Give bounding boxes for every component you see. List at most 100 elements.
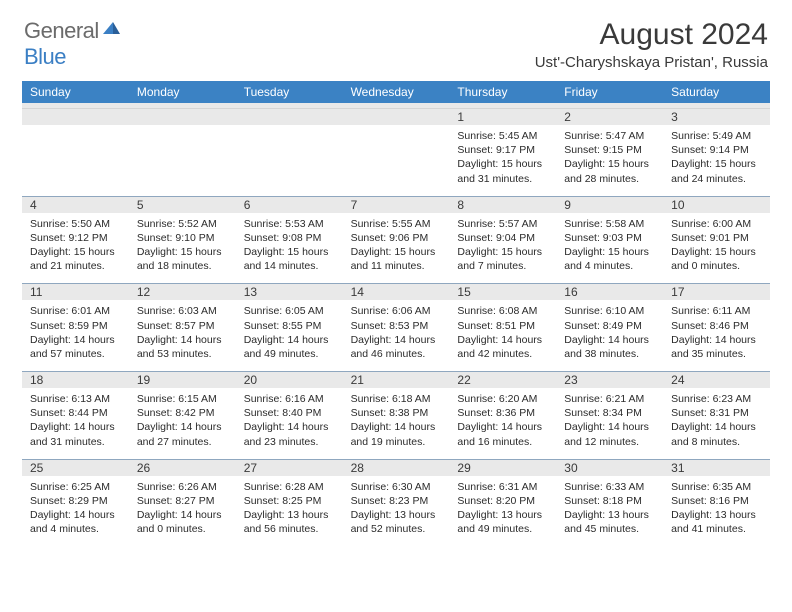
day-detail-line: and 45 minutes. [564, 522, 657, 536]
day-number-band: 11 [22, 283, 129, 300]
day-detail-line: Daylight: 15 hours [671, 245, 764, 259]
day-cell: 2 Sunrise: 5:47 AMSunset: 9:15 PMDaylight… [556, 109, 663, 196]
day-detail-line: Daylight: 13 hours [351, 508, 444, 522]
week-row: 18Sunrise: 6:13 AMSunset: 8:44 PMDayligh… [22, 371, 770, 459]
day-number-band [343, 109, 450, 125]
day-detail-line: and 0 minutes. [137, 522, 230, 536]
day-detail-line: Sunset: 8:59 PM [30, 319, 123, 333]
day-number: 15 [449, 285, 470, 299]
day-number-band: 15 [449, 283, 556, 300]
day-number: 1 [449, 110, 464, 124]
day-details: Sunrise: 6:18 AMSunset: 8:38 PMDaylight:… [351, 392, 444, 449]
day-number-band: 3 [663, 109, 770, 125]
day-detail-line: Sunrise: 5:55 AM [351, 217, 444, 231]
day-details: Sunrise: 5:50 AMSunset: 9:12 PMDaylight:… [30, 217, 123, 274]
day-details: Sunrise: 5:57 AMSunset: 9:04 PMDaylight:… [457, 217, 550, 274]
day-number-band: 18 [22, 371, 129, 388]
day-detail-line: Sunset: 8:46 PM [671, 319, 764, 333]
day-detail-line: Sunrise: 5:45 AM [457, 129, 550, 143]
day-detail-line: Daylight: 13 hours [244, 508, 337, 522]
day-detail-line: Sunrise: 6:30 AM [351, 480, 444, 494]
day-cell: 3Sunrise: 5:49 AMSunset: 9:14 PMDaylight… [663, 109, 770, 196]
day-detail-line: Sunrise: 5:58 AM [564, 217, 657, 231]
day-cell: 1Sunrise: 5:45 AMSunset: 9:17 PMDaylight… [449, 109, 556, 196]
day-detail-line: Sunset: 8:55 PM [244, 319, 337, 333]
day-details: Sunrise: 6:16 AMSunset: 8:40 PMDaylight:… [244, 392, 337, 449]
month-title: August 2024 [535, 18, 768, 52]
day-header: Saturday [663, 81, 770, 103]
logo-text: General Blue [24, 18, 121, 70]
day-detail-line: Sunset: 8:31 PM [671, 406, 764, 420]
day-detail-line: and 49 minutes. [244, 347, 337, 361]
day-detail-line: and 23 minutes. [244, 435, 337, 449]
day-details: Sunrise: 6:10 AMSunset: 8:49 PMDaylight:… [564, 304, 657, 361]
day-detail-line: Sunrise: 6:03 AM [137, 304, 230, 318]
day-cell: 5Sunrise: 5:52 AMSunset: 9:10 PMDaylight… [129, 196, 236, 284]
day-detail-line: and 21 minutes. [30, 259, 123, 273]
day-detail-line: Daylight: 14 hours [137, 508, 230, 522]
day-detail-line: and 52 minutes. [351, 522, 444, 536]
day-detail-line: Daylight: 14 hours [671, 333, 764, 347]
day-details: Sunrise: 5:52 AMSunset: 9:10 PMDaylight:… [137, 217, 230, 274]
day-number-band: 28 [343, 459, 450, 476]
day-number: 29 [449, 461, 470, 475]
day-number: 27 [236, 461, 257, 475]
day-number: 26 [129, 461, 150, 475]
day-details: Sunrise: 6:01 AMSunset: 8:59 PMDaylight:… [30, 304, 123, 361]
day-number: 8 [449, 198, 464, 212]
day-number: 28 [343, 461, 364, 475]
day-number-band: 10 [663, 196, 770, 213]
day-cell: 18Sunrise: 6:13 AMSunset: 8:44 PMDayligh… [22, 371, 129, 459]
day-detail-line: Sunrise: 6:13 AM [30, 392, 123, 406]
day-cell: 30Sunrise: 6:33 AMSunset: 8:18 PMDayligh… [556, 459, 663, 547]
day-number-band: 4 [22, 196, 129, 213]
day-number: 9 [556, 198, 571, 212]
day-cell: 31Sunrise: 6:35 AMSunset: 8:16 PMDayligh… [663, 459, 770, 547]
day-detail-line: Sunset: 9:12 PM [30, 231, 123, 245]
day-detail-line: Daylight: 14 hours [30, 508, 123, 522]
day-detail-line: Sunrise: 6:01 AM [30, 304, 123, 318]
day-detail-line: Sunset: 8:18 PM [564, 494, 657, 508]
day-detail-line: Sunrise: 6:33 AM [564, 480, 657, 494]
day-detail-line: Sunrise: 6:08 AM [457, 304, 550, 318]
day-detail-line: Sunset: 8:25 PM [244, 494, 337, 508]
day-details: Sunrise: 6:11 AMSunset: 8:46 PMDaylight:… [671, 304, 764, 361]
day-detail-line: Sunrise: 6:20 AM [457, 392, 550, 406]
day-details: Sunrise: 6:23 AMSunset: 8:31 PMDaylight:… [671, 392, 764, 449]
day-detail-line: Sunset: 8:40 PM [244, 406, 337, 420]
day-detail-line: Daylight: 15 hours [564, 245, 657, 259]
page-header: General Blue August 2024 Ust'-Charyshska… [0, 0, 792, 77]
day-detail-line: Sunset: 8:57 PM [137, 319, 230, 333]
day-detail-line: Sunset: 8:51 PM [457, 319, 550, 333]
day-cell: 21Sunrise: 6:18 AMSunset: 8:38 PMDayligh… [343, 371, 450, 459]
day-details: Sunrise: 6:15 AMSunset: 8:42 PMDaylight:… [137, 392, 230, 449]
day-detail-line: Sunset: 9:04 PM [457, 231, 550, 245]
day-details: Sunrise: 5:47 AMSunset: 9:15 PMDaylight:… [564, 129, 657, 186]
day-cell [129, 109, 236, 196]
day-cell: 23Sunrise: 6:21 AMSunset: 8:34 PMDayligh… [556, 371, 663, 459]
day-detail-line: Sunrise: 6:00 AM [671, 217, 764, 231]
day-detail-line: Daylight: 15 hours [137, 245, 230, 259]
day-detail-line: Sunset: 8:20 PM [457, 494, 550, 508]
day-detail-line: Daylight: 14 hours [457, 333, 550, 347]
day-number-band: 2 [556, 109, 663, 125]
day-detail-line: and 46 minutes. [351, 347, 444, 361]
day-number: 22 [449, 373, 470, 387]
day-detail-line: Sunrise: 6:18 AM [351, 392, 444, 406]
day-cell: 28Sunrise: 6:30 AMSunset: 8:23 PMDayligh… [343, 459, 450, 547]
day-detail-line: and 31 minutes. [457, 172, 550, 186]
day-detail-line: and 12 minutes. [564, 435, 657, 449]
day-detail-line: Sunrise: 5:49 AM [671, 129, 764, 143]
day-details: Sunrise: 6:06 AMSunset: 8:53 PMDaylight:… [351, 304, 444, 361]
day-details: Sunrise: 6:33 AMSunset: 8:18 PMDaylight:… [564, 480, 657, 537]
day-cell: 24Sunrise: 6:23 AMSunset: 8:31 PMDayligh… [663, 371, 770, 459]
day-details: Sunrise: 6:05 AMSunset: 8:55 PMDaylight:… [244, 304, 337, 361]
day-detail-line: Sunset: 9:14 PM [671, 143, 764, 157]
day-number-band: 26 [129, 459, 236, 476]
day-number [343, 110, 351, 124]
day-detail-line: Sunset: 9:06 PM [351, 231, 444, 245]
day-cell: 27Sunrise: 6:28 AMSunset: 8:25 PMDayligh… [236, 459, 343, 547]
day-detail-line: Sunrise: 6:06 AM [351, 304, 444, 318]
day-detail-line: Sunset: 9:03 PM [564, 231, 657, 245]
day-detail-line: and 16 minutes. [457, 435, 550, 449]
